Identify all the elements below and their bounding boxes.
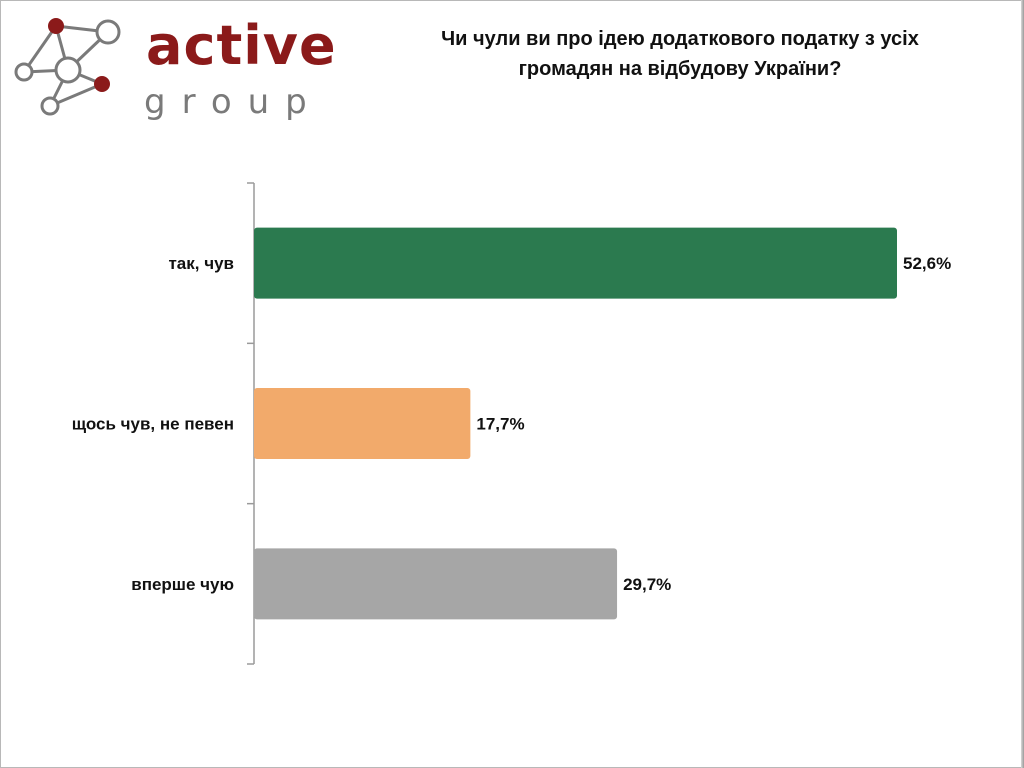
slide-edge-shadow xyxy=(1021,0,1024,768)
logo-subtitle: group xyxy=(144,82,323,122)
network-logo-icon xyxy=(14,18,121,116)
data-label: 29,7% xyxy=(623,575,671,594)
data-label: 52,6% xyxy=(903,254,951,273)
logo-wordmark: active xyxy=(146,14,337,77)
bar xyxy=(254,388,471,459)
logo: active group xyxy=(10,12,336,122)
category-label: так, чув xyxy=(168,254,234,273)
chart-title-line-1: Чи чули ви про ідею додаткового податку … xyxy=(441,28,919,50)
category-label: щось чув, не певен xyxy=(72,415,234,434)
chart-title-line-2: громадян на відбудову України? xyxy=(518,58,842,80)
bar xyxy=(254,548,618,620)
category-label: вперше чую xyxy=(131,575,234,594)
bar xyxy=(254,227,897,299)
data-label: 17,7% xyxy=(476,415,524,434)
chart-title: Чи чули ви про ідею додаткового податку … xyxy=(380,24,980,84)
